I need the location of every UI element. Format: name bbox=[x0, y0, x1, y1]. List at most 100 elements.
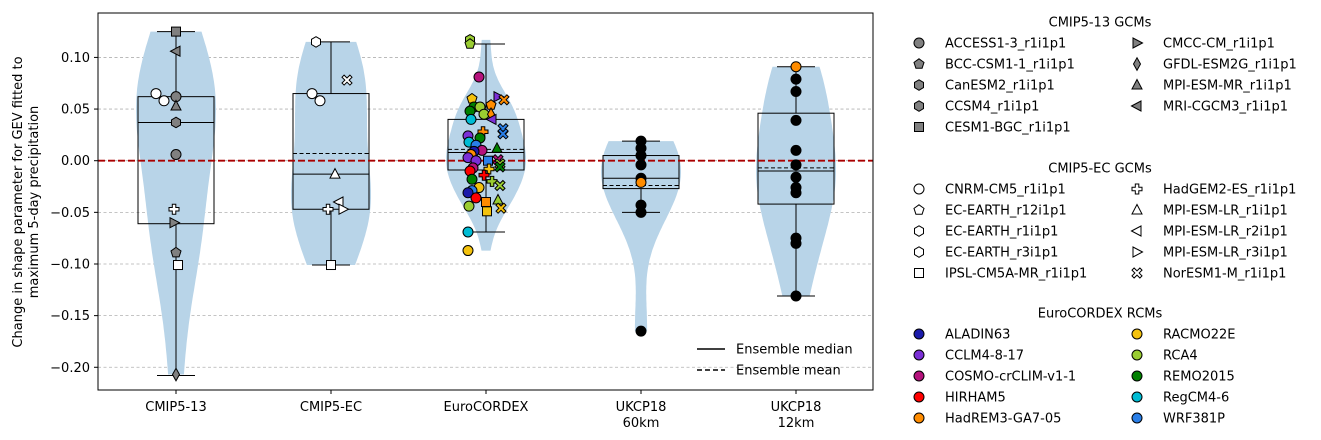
data-point bbox=[486, 175, 498, 187]
legend-label: IPSL-CM5A-MR_r1i1p1 bbox=[945, 267, 1087, 282]
legend-label: BCC-CSM1-1_r1i1p1 bbox=[945, 58, 1075, 73]
legend-marker bbox=[1130, 100, 1142, 112]
legend-marker bbox=[1132, 246, 1144, 258]
y-axis-label: Change in shape parameter for GEV fitted… bbox=[11, 56, 42, 347]
data-point bbox=[171, 367, 181, 382]
legend-marker bbox=[1132, 56, 1142, 72]
y-axis-label-line1: Change in shape parameter for GEV fitted… bbox=[11, 56, 26, 347]
legend-marker bbox=[913, 183, 925, 195]
legend-label: CanESM2_r1i1p1 bbox=[945, 79, 1055, 94]
box-iqr bbox=[757, 112, 835, 205]
legend-label: HadGEM2-ES_r1i1p1 bbox=[1163, 183, 1296, 198]
legend-marker bbox=[1131, 412, 1143, 424]
x-tick-sublabel: 12km bbox=[778, 416, 815, 431]
legend-label: HadREM3-GA7-05 bbox=[945, 412, 1061, 427]
data-point bbox=[483, 163, 495, 175]
legend-marker bbox=[913, 37, 925, 49]
data-point bbox=[790, 85, 802, 97]
legend-label: NorESM1-M_r1i1p1 bbox=[1163, 267, 1286, 282]
legend-label: COSMO-crCLIM-v1-1 bbox=[945, 370, 1076, 385]
data-point bbox=[495, 202, 507, 214]
legend-marker bbox=[1132, 37, 1144, 49]
data-point bbox=[478, 169, 490, 181]
side-legend: CMIP5-13 GCMs ACCESS1-3_r1i1p1 BCC-CSM1-1_… bbox=[913, 16, 1297, 427]
legend-label: MPI-ESM-MR_r1i1p1 bbox=[1163, 79, 1292, 94]
legend-marker bbox=[1131, 203, 1143, 215]
data-point bbox=[497, 128, 509, 140]
data-point bbox=[790, 290, 802, 302]
legend-marker bbox=[913, 370, 925, 382]
legend-label: MRI-CGCM3_r1i1p1 bbox=[1163, 100, 1288, 115]
legend-marker bbox=[913, 204, 925, 215]
data-point bbox=[635, 325, 647, 337]
data-point bbox=[338, 203, 350, 216]
legend-label: CNRM-CM5_r1i1p1 bbox=[945, 183, 1066, 198]
legend-marker bbox=[914, 225, 924, 237]
data-point bbox=[790, 171, 802, 183]
legend-label: RCA4 bbox=[1163, 349, 1198, 364]
data-point bbox=[485, 113, 497, 126]
data-point bbox=[168, 203, 180, 215]
x-tick-label: CMIP5-13 bbox=[145, 400, 206, 415]
data-point bbox=[470, 192, 482, 204]
y-tick-label: 0.10 bbox=[61, 51, 90, 66]
y-tick-label: −0.05 bbox=[50, 206, 90, 221]
legend-group-title: EuroCORDEX RCMs bbox=[1038, 307, 1163, 322]
legend-label: MPI-ESM-LR_r1i1p1 bbox=[1163, 204, 1288, 219]
data-point bbox=[494, 161, 506, 173]
data-point bbox=[171, 116, 181, 129]
y-tick-label: 0.05 bbox=[61, 103, 90, 118]
violin-2 bbox=[446, 39, 526, 251]
legend-marker bbox=[1131, 183, 1143, 195]
x-tick-label: EuroCORDEX bbox=[444, 400, 529, 415]
legend-marker bbox=[1131, 328, 1143, 340]
legend-marker bbox=[913, 349, 925, 361]
data-point bbox=[150, 88, 162, 100]
data-point bbox=[170, 149, 182, 161]
legend-label: GFDL-ESM2G_r1i1p1 bbox=[1163, 58, 1297, 73]
data-point bbox=[635, 159, 647, 171]
legend-label: MPI-ESM-LR_r3i1p1 bbox=[1163, 246, 1288, 261]
x-tick-label: CMIP5-EC bbox=[300, 400, 362, 415]
data-point bbox=[790, 61, 802, 73]
legend-label: CESM1-BGC_r1i1p1 bbox=[945, 121, 1071, 136]
data-point bbox=[170, 246, 182, 258]
legend-marker bbox=[1131, 267, 1143, 279]
legend-label: RegCM4-6 bbox=[1163, 391, 1229, 406]
legend-marker bbox=[914, 122, 924, 132]
inner-legend-label: Ensemble median bbox=[736, 343, 853, 358]
legend-marker bbox=[914, 79, 924, 91]
legend-label: CMCC-CM_r1i1p1 bbox=[1163, 37, 1275, 52]
data-point bbox=[481, 197, 491, 208]
legend-label: HIRHAM5 bbox=[945, 391, 1006, 406]
data-point bbox=[635, 150, 647, 162]
data-point bbox=[462, 245, 474, 257]
data-point bbox=[473, 71, 485, 83]
legend-marker bbox=[913, 328, 925, 340]
data-point bbox=[790, 144, 802, 156]
legend-marker bbox=[1131, 370, 1143, 382]
legend-group-title: CMIP5-13 GCMs bbox=[1049, 16, 1152, 31]
data-point bbox=[635, 206, 647, 218]
data-point bbox=[170, 99, 182, 111]
x-tick-label: UKCP18 bbox=[616, 400, 667, 415]
data-point bbox=[462, 226, 474, 238]
legend-label: WRF381P bbox=[1163, 412, 1225, 427]
x-tick-label: UKCP18 bbox=[771, 400, 822, 415]
data-point bbox=[482, 206, 492, 217]
legend-marker bbox=[914, 100, 924, 112]
legend-marker bbox=[913, 58, 925, 69]
data-point bbox=[464, 38, 476, 49]
data-point bbox=[329, 167, 341, 179]
data-point bbox=[466, 173, 478, 185]
y-tick-label: 0.00 bbox=[61, 154, 90, 169]
data-point bbox=[306, 88, 318, 100]
data-point bbox=[790, 237, 802, 249]
y-axis-label-line2: maximum 5-day precipitation bbox=[27, 106, 42, 299]
legend-label: CCSM4_r1i1p1 bbox=[945, 100, 1039, 115]
data-point bbox=[341, 74, 353, 86]
data-points bbox=[150, 26, 802, 382]
data-point bbox=[326, 260, 336, 271]
data-point bbox=[314, 95, 326, 107]
inner-legend: Ensemble median Ensemble mean bbox=[697, 343, 853, 379]
